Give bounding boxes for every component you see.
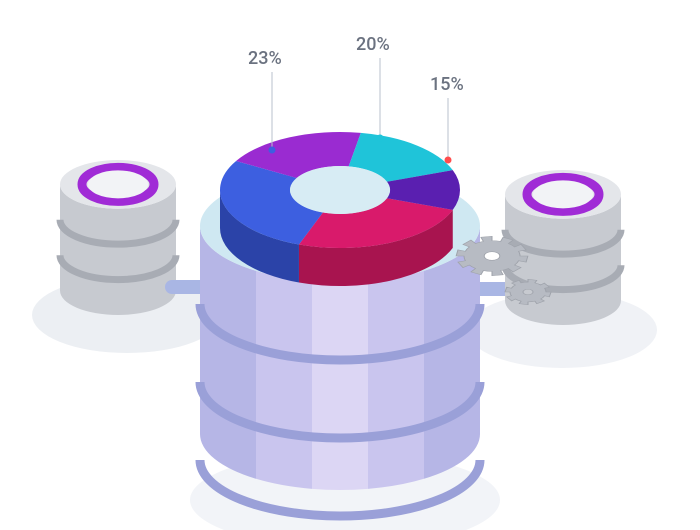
infographic-svg <box>0 0 700 530</box>
callout-label-20: 20% <box>356 34 390 55</box>
infographic-root: 23% 20% 15% <box>0 0 700 530</box>
callout-label-15: 15% <box>430 74 464 95</box>
callout-dot-pct23 <box>269 147 276 154</box>
database-small-left <box>60 160 176 315</box>
donut-hole <box>290 166 390 214</box>
callout-dot-pct15 <box>445 157 452 164</box>
donut-chart <box>220 132 460 286</box>
callout-label-23: 23% <box>248 48 282 69</box>
callout-dot-pct20 <box>377 135 384 142</box>
